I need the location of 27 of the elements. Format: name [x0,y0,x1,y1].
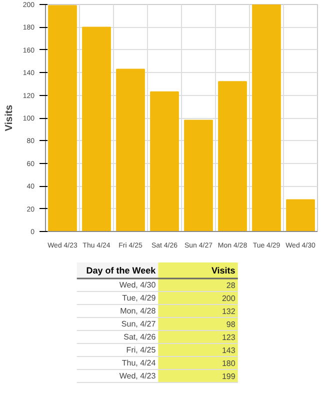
text: Thu, 4/24 [122,358,156,368]
text: 132 [222,307,236,316]
text: Mon, 4/28 [120,306,156,316]
y-axis-title: Visits [4,104,15,132]
text: Tue, 4/29 [122,294,156,302]
bar [184,120,213,232]
text: Visits [211,266,236,276]
bar [286,199,315,232]
text: 180 [222,359,236,368]
text: Sat, 4/26 [124,332,156,342]
text: Wed, 4/30 [119,280,156,290]
text: 199 [222,372,236,381]
bar [150,91,179,232]
bar [218,81,247,232]
text: Fri, 4/25 [126,346,156,354]
bar [252,4,281,232]
bar [82,26,111,232]
text: 98 [226,320,236,329]
text: Wed, 4/23 [119,372,156,380]
text: 123 [222,333,236,342]
bar [116,68,145,232]
text: Sun, 4/27 [121,320,156,328]
bar [48,5,77,232]
text: Day of the Week [86,266,157,276]
text: 143 [222,346,236,355]
text: 200 [222,294,236,303]
text: 28 [226,281,236,290]
